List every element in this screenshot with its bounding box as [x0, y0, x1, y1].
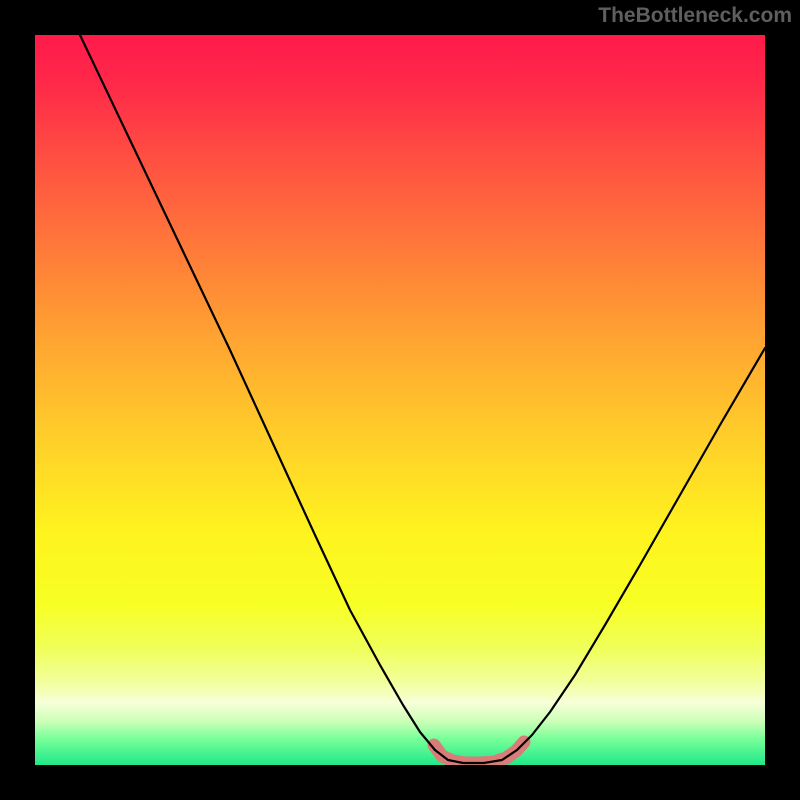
watermark-text: TheBottleneck.com: [598, 4, 792, 28]
chart-canvas: [0, 0, 800, 800]
border-left: [0, 0, 35, 800]
chart-plot-area: [35, 35, 765, 765]
border-right: [765, 0, 800, 800]
border-bottom: [0, 765, 800, 800]
chart-stage: TheBottleneck.com: [0, 0, 800, 800]
